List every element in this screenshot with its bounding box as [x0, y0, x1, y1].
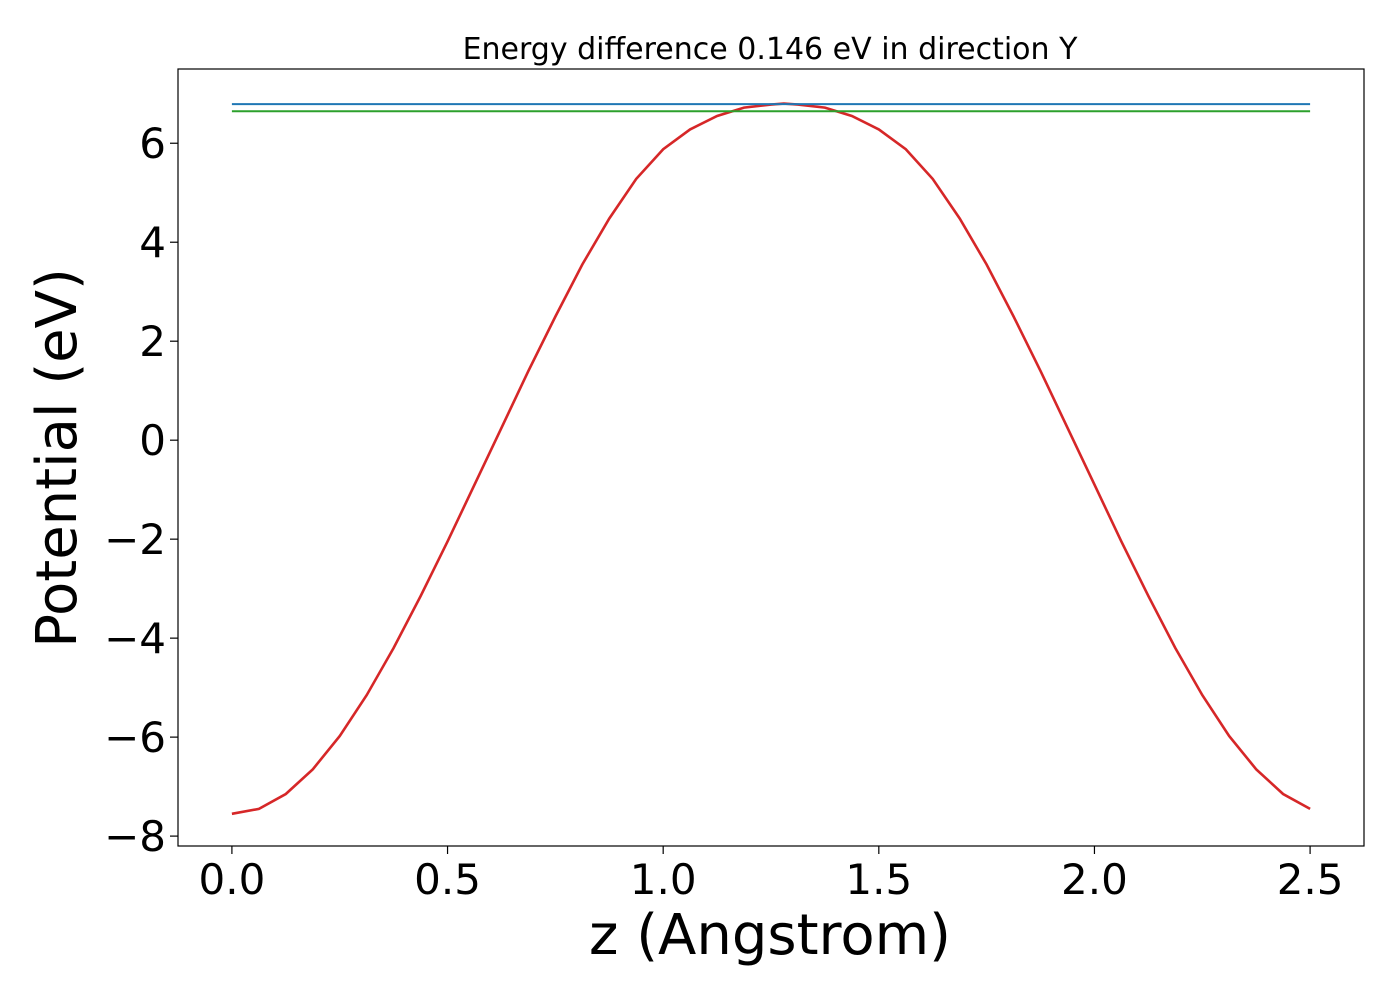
x-tick-label: 2.0 [1061, 855, 1128, 904]
x-tick-label: 1.0 [630, 855, 697, 904]
y-tick-label: 4 [139, 218, 166, 267]
y-tick-label: −8 [104, 812, 166, 861]
y-tick-label: 6 [139, 119, 166, 168]
y-axis-label: Potential (eV) [25, 268, 90, 648]
y-tick-label: −2 [104, 515, 166, 564]
chart-title: Energy difference 0.146 eV in direction … [463, 32, 1079, 67]
x-tick-label: 0.5 [414, 855, 481, 904]
x-tick-label: 2.5 [1277, 855, 1344, 904]
series-line-0 [231, 102, 1311, 816]
y-tick-label: 2 [139, 317, 166, 366]
x-axis: 0.0 0.5 1.0 1.5 2.0 2.5 [199, 846, 1344, 904]
y-tick-label: −6 [104, 713, 166, 762]
y-tick-label: 0 [139, 416, 166, 465]
plot-frame [177, 68, 1365, 847]
x-tick-label: 0.0 [199, 855, 266, 904]
y-tick-label: −4 [104, 614, 166, 663]
x-tick-label: 1.5 [845, 855, 912, 904]
y-axis: −8 −6 −4 −2 0 2 4 6 [104, 119, 178, 861]
plot-lines [231, 102, 1311, 816]
x-axis-label: z (Angstrom) [589, 903, 951, 968]
